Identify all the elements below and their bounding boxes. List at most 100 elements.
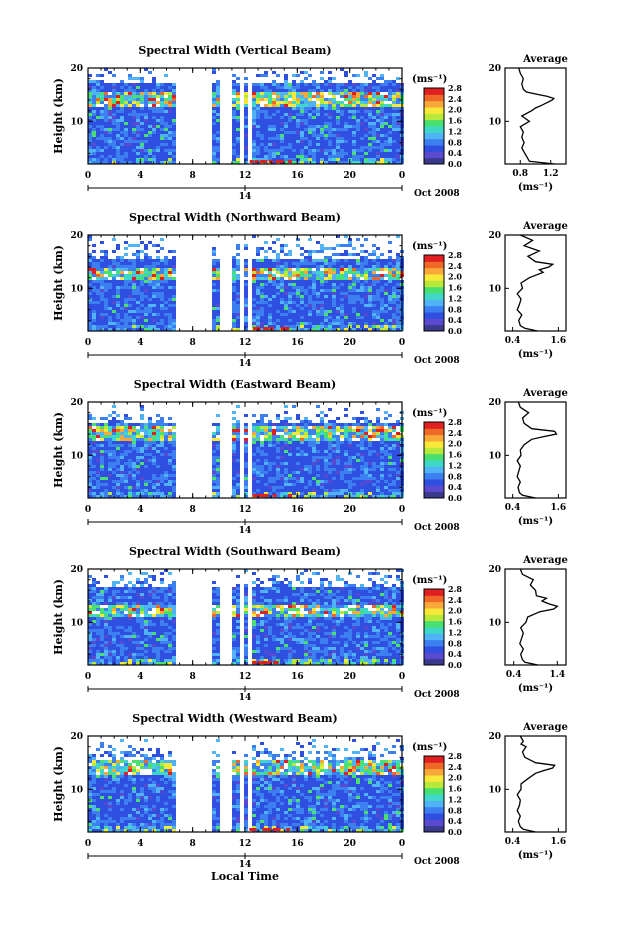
colorbar-swatch <box>424 261 444 269</box>
average-panel: Average 10 20 0.4 1.6 (ms⁻¹) <box>488 221 567 360</box>
x-tick-label: 8 <box>190 839 196 849</box>
avg-x-tick-label: 0.4 <box>505 837 521 847</box>
avg-x-tick-label: 1.6 <box>551 837 567 847</box>
x-tick-label: 16 <box>291 171 304 181</box>
y-tick-label: 10 <box>70 451 83 461</box>
colorbar-swatch <box>424 658 444 666</box>
avg-y-tick-label: 20 <box>488 732 501 742</box>
colorbar-tick-label: 0.0 <box>448 326 462 336</box>
date-label: Oct 2008 <box>414 356 460 366</box>
colorbar-tick-label: 0.8 <box>448 304 462 314</box>
day-label: 14 <box>239 860 252 870</box>
day-label: 14 <box>239 192 252 202</box>
x-tick-label: 20 <box>343 505 356 515</box>
colorbar-swatch <box>424 267 444 275</box>
colorbar-swatch <box>424 305 444 313</box>
colorbar-tick-label: 0.4 <box>448 482 462 492</box>
colorbar-swatch <box>424 466 444 474</box>
x-tick-label: 0 <box>399 839 405 849</box>
colorbar-swatch <box>424 479 444 486</box>
y-axis-label: Height (km) <box>52 78 65 154</box>
colorbar-swatch <box>424 119 444 127</box>
heatmap-cells <box>88 739 404 832</box>
colorbar-swatch <box>424 794 444 801</box>
panel-1: Spectral Width (Northward Beam) 0 4 8 12 16 20… <box>52 211 568 369</box>
panel-title: Spectral Width (Eastward Beam) <box>134 378 336 391</box>
x-tick-label: 4 <box>137 505 143 515</box>
colorbar-tick-label: 2.0 <box>448 439 462 449</box>
x-axis-label: Local Time <box>211 870 279 883</box>
panel-4: Spectral Width (Westward Beam) 0 4 8 12 16 20 0… <box>52 712 568 870</box>
x-tick-label: 16 <box>291 839 304 849</box>
colorbar-tick-label: 1.6 <box>448 116 462 126</box>
average-title: Average <box>522 221 568 232</box>
y-tick-label: 10 <box>70 117 83 127</box>
panel-0: Spectral Width (Vertical Beam) 0 4 8 12 16 20 0… <box>52 44 568 202</box>
panel-title: Spectral Width (Northward Beam) <box>129 211 341 224</box>
colorbar-swatch <box>424 775 444 782</box>
colorbar-tick-label: 2.4 <box>448 261 462 271</box>
colorbar-unit: (ms⁻¹) <box>412 408 447 419</box>
x-tick-label: 8 <box>190 171 196 181</box>
colorbar-tick-label: 1.2 <box>448 293 462 303</box>
x-tick-label: 0 <box>399 672 405 682</box>
avg-y-tick-label: 20 <box>488 398 501 408</box>
colorbar-unit: (ms⁻¹) <box>412 575 447 586</box>
colorbar-tick-label: 2.0 <box>448 105 462 115</box>
colorbar-swatch <box>424 274 444 281</box>
colorbar-swatch <box>424 428 444 436</box>
x-tick-label: 12 <box>239 171 252 181</box>
colorbar-swatch <box>424 787 444 795</box>
colorbar-tick-label: 0.0 <box>448 827 462 837</box>
avg-x-tick-label: 1.2 <box>543 169 559 179</box>
avg-unit-label: (ms⁻¹) <box>518 349 553 360</box>
x-tick-label: 4 <box>137 672 143 682</box>
y-tick-label: 20 <box>70 732 83 742</box>
date-label: Oct 2008 <box>414 189 460 199</box>
colorbar-swatch <box>424 318 444 326</box>
colorbar-swatch <box>424 286 444 294</box>
colorbar-swatch <box>424 157 444 165</box>
x-tick-label: 12 <box>239 338 252 348</box>
x-tick-label: 0 <box>85 338 91 348</box>
colorbar-tick-label: 2.8 <box>448 417 462 427</box>
avg-x-tick-label: 0.4 <box>505 503 521 513</box>
x-tick-label: 8 <box>190 338 196 348</box>
avg-x-tick-label: 1.6 <box>551 503 567 513</box>
heatmap-cells <box>88 569 404 665</box>
colorbar-swatch <box>424 132 444 140</box>
colorbar-tick-label: 1.6 <box>448 283 462 293</box>
y-tick-label: 10 <box>70 618 83 628</box>
x-tick-label: 0 <box>399 338 405 348</box>
colorbar-swatch <box>424 633 444 641</box>
avg-x-tick-label: 0.4 <box>506 670 522 680</box>
avg-y-tick-label: 10 <box>488 117 501 127</box>
colorbar-tick-label: 2.0 <box>448 773 462 783</box>
colorbar-tick-label: 2.4 <box>448 762 462 772</box>
x-tick-label: 0 <box>399 171 405 181</box>
average-panel: Average 10 20 0.8 1.2 (ms⁻¹) <box>488 54 567 193</box>
colorbar-swatch <box>424 819 444 827</box>
colorbar-tick-label: 1.2 <box>448 794 462 804</box>
colorbar-tick-label: 0.8 <box>448 805 462 815</box>
y-tick-label: 20 <box>70 231 83 241</box>
heatmap-cells <box>88 235 404 331</box>
colorbar-swatch <box>424 460 444 467</box>
x-tick-label: 0 <box>85 171 91 181</box>
colorbar-tick-label: 0.0 <box>448 660 462 670</box>
y-tick-label: 10 <box>70 284 83 294</box>
x-tick-label: 16 <box>291 505 304 515</box>
average-title: Average <box>522 54 568 65</box>
day-label: 14 <box>239 693 252 703</box>
colorbar-swatch <box>424 107 444 114</box>
average-title: Average <box>522 388 568 399</box>
colorbar-swatch <box>424 646 444 653</box>
colorbar-swatch <box>424 113 444 121</box>
colorbar-swatch <box>424 601 444 609</box>
y-axis-label: Height (km) <box>52 579 65 655</box>
average-title: Average <box>522 555 568 566</box>
colorbar-swatch <box>424 100 444 108</box>
colorbar-swatch <box>424 825 444 833</box>
colorbar-swatch <box>424 94 444 102</box>
